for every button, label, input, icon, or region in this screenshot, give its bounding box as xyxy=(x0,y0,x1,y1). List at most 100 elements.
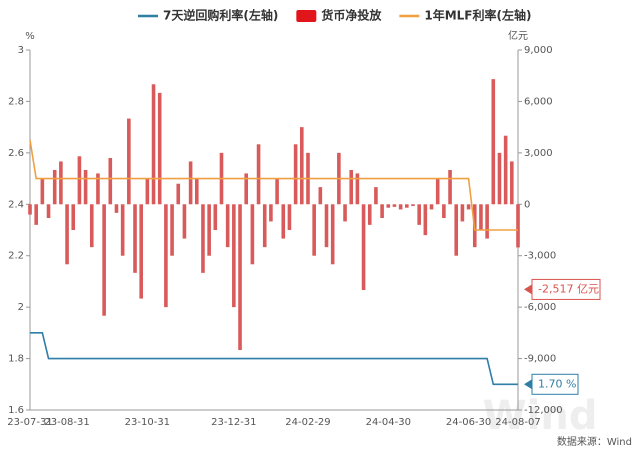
bar xyxy=(34,204,38,225)
bar xyxy=(28,204,32,215)
bar xyxy=(139,204,143,299)
annotation: -2,517 亿元 xyxy=(538,282,599,295)
y2-tick-label: -6,000 xyxy=(524,302,556,313)
bar xyxy=(157,92,162,205)
y2-tick-label: -12,000 xyxy=(524,405,563,416)
bar xyxy=(145,178,150,205)
source: 数据来源：Wind xyxy=(557,435,632,448)
x-tick-label: 24-02-29 xyxy=(285,417,330,428)
x-tick-label: 23-12-31 xyxy=(211,417,256,428)
bar xyxy=(380,204,384,218)
bar xyxy=(201,204,205,273)
bar xyxy=(194,178,199,205)
bar xyxy=(65,204,69,265)
bar xyxy=(287,204,292,230)
bar xyxy=(367,204,372,225)
bar xyxy=(164,204,168,308)
bar xyxy=(398,204,403,210)
bar xyxy=(114,204,119,213)
bar xyxy=(429,204,434,210)
bar xyxy=(448,170,452,205)
bar xyxy=(244,173,249,205)
bar xyxy=(188,161,193,205)
bar xyxy=(510,161,514,205)
bar xyxy=(454,204,459,256)
y2-axis-unit: 亿元 xyxy=(508,29,528,42)
x-tick-label: 23-07-31 xyxy=(7,417,52,428)
bar xyxy=(516,204,520,248)
y2-tick-label: 3,000 xyxy=(524,148,553,159)
bar xyxy=(293,144,298,205)
bar xyxy=(256,144,261,205)
bar xyxy=(479,204,483,230)
y2-tick-label: 9,000 xyxy=(524,45,553,56)
line xyxy=(29,139,518,231)
annotation-box xyxy=(531,373,579,395)
line xyxy=(30,332,518,386)
bar xyxy=(281,204,286,239)
bar xyxy=(182,204,187,239)
x-tick-label: 24-08-07 xyxy=(495,417,540,428)
bar xyxy=(77,156,82,205)
bar xyxy=(269,204,273,222)
y-tick-label: 2.8 xyxy=(8,96,24,107)
bar xyxy=(127,118,131,205)
bar xyxy=(460,204,465,222)
annotation-pointer xyxy=(524,379,532,390)
y2-tick-label: 0 xyxy=(524,199,530,210)
bar xyxy=(102,204,106,316)
y-axis-unit: % xyxy=(25,31,35,42)
bar xyxy=(324,204,329,248)
legend-label: 7天逆回购利率(左轴) xyxy=(163,8,278,23)
bar xyxy=(374,187,378,205)
bar xyxy=(262,204,267,248)
bar xyxy=(40,178,45,205)
bar xyxy=(343,204,347,222)
bar xyxy=(46,204,51,218)
bar xyxy=(497,152,502,205)
bar xyxy=(491,79,496,205)
bar xyxy=(503,135,508,205)
y2-tick-label: -3,000 xyxy=(524,251,556,262)
bar xyxy=(386,204,391,208)
bar xyxy=(275,178,279,205)
bar xyxy=(435,178,440,205)
legend-label: 货币净投放 xyxy=(321,8,382,23)
bar xyxy=(83,170,88,205)
bar xyxy=(52,170,57,205)
bar xyxy=(232,204,236,308)
bar xyxy=(466,204,471,210)
bar xyxy=(176,183,181,205)
watermark: Wind xyxy=(483,393,598,439)
y-tick-label: 2.4 xyxy=(8,199,24,210)
bar xyxy=(392,204,397,207)
bar xyxy=(485,204,489,239)
bar xyxy=(411,204,415,206)
bar xyxy=(299,127,304,205)
bar xyxy=(405,204,409,208)
bar xyxy=(238,204,242,350)
y-tick-label: 3 xyxy=(18,45,24,56)
bar xyxy=(250,204,255,265)
y-tick-label: 1.8 xyxy=(8,354,24,365)
bar xyxy=(330,204,335,265)
bar xyxy=(133,204,137,273)
bar xyxy=(108,158,113,205)
annotation-box xyxy=(531,278,601,300)
y2-tick-label: 6,000 xyxy=(524,96,553,107)
legend-label: 1年MLF利率(左轴) xyxy=(424,8,531,23)
bar xyxy=(423,204,428,236)
bar xyxy=(151,84,156,205)
bar xyxy=(96,173,100,205)
annotation: 1.70 % xyxy=(538,377,576,390)
bar xyxy=(225,204,230,248)
y-tick-label: 2.6 xyxy=(8,148,24,159)
x-tick-label: 23-10-31 xyxy=(125,417,170,428)
annotation-pointer xyxy=(524,284,532,295)
bar xyxy=(318,187,323,205)
y-tick-label: 2 xyxy=(18,302,24,313)
bar xyxy=(417,204,421,225)
y2-tick-label: -9,000 xyxy=(524,354,556,365)
bar xyxy=(442,204,446,218)
